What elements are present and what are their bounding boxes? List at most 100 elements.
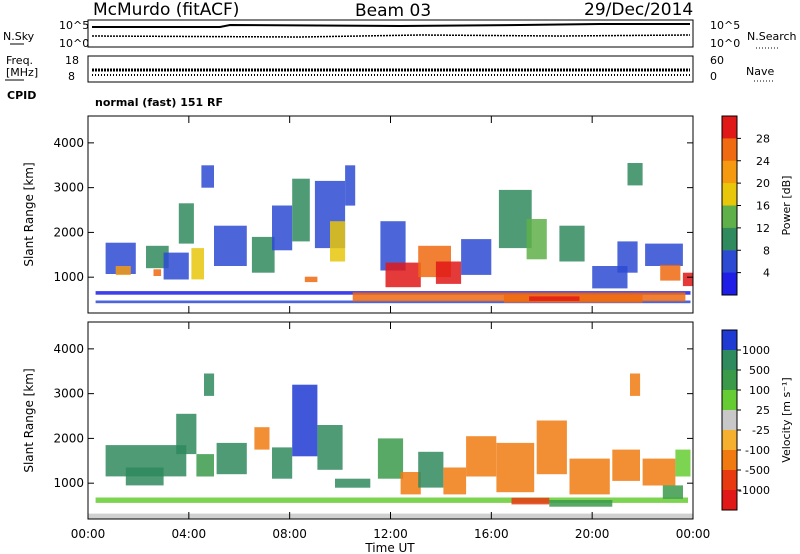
velocity-colorbar-segment: [722, 410, 737, 431]
power-cell: [163, 252, 189, 280]
velocity-cell: [466, 436, 497, 477]
velocity-cell: [125, 467, 164, 486]
power-cell: [526, 219, 547, 260]
freq-unit-label: [MHz]: [6, 66, 39, 79]
velocity-cell: [418, 451, 444, 488]
velocity-colorbar-segment: [722, 330, 737, 351]
velocity-cell: [630, 373, 641, 396]
power-cell: [435, 261, 462, 284]
power-cell: [178, 203, 194, 244]
power-cell: [627, 163, 643, 186]
xtick-label: 20:00: [575, 527, 610, 541]
cpid-label: CPID: [7, 89, 37, 102]
nave-tick-top: 60: [710, 54, 724, 67]
nsearch-tick-bottom: 10^0: [710, 37, 741, 50]
power-colorbar-segment: [722, 183, 737, 206]
velocity-ylabel: Slant Range [km]: [22, 368, 36, 472]
velocity-cell: [377, 438, 404, 479]
velocity-cell: [549, 500, 613, 507]
power-cell: [385, 262, 421, 288]
velocity-cell: [254, 427, 270, 450]
velocity-colorbar-label: -1000: [738, 484, 770, 497]
velocity-colorbar-label: -500: [745, 464, 770, 477]
velocity-colorbar-segment: [722, 390, 737, 411]
velocity-cell: [176, 413, 197, 455]
power-colorbar-label: 4: [763, 267, 770, 280]
velocity-colorbar-label: 1000: [742, 344, 770, 357]
freq-strip-frame: [87, 55, 694, 83]
velocity-colorbar-segment: [722, 370, 737, 391]
nsearch-tick-top: 10^5: [710, 19, 741, 32]
station-title: McMurdo (fitACF): [93, 0, 240, 20]
velocity-cell: [204, 373, 215, 396]
power-colorbar-label: 24: [756, 155, 770, 168]
velocity-colorbar-label: 25: [756, 404, 770, 417]
power-cell: [251, 236, 275, 273]
velocity-ytick-label: 3000: [53, 387, 84, 401]
nsearch-trace: [91, 34, 691, 38]
velocity-cell: [612, 449, 640, 481]
nsky-label: N.Sky: [3, 30, 35, 43]
nave-label: Nave: [746, 65, 775, 78]
power-cell: [660, 264, 681, 281]
power-ytick-label: 3000: [53, 181, 84, 195]
velocity-cell: [335, 478, 371, 488]
freq-tick-top: 18: [65, 54, 79, 67]
power-cell: [645, 243, 683, 266]
nsearch-label: N.Search: [747, 30, 797, 43]
power-ytick-label: 4000: [53, 136, 84, 150]
power-colorbar-label: 20: [756, 177, 770, 190]
power-cell: [461, 239, 492, 275]
velocity-colorbar-segment: [722, 490, 737, 511]
power-cell: [330, 221, 346, 262]
power-colorbar-title: Power [dB]: [780, 176, 793, 236]
xtick-label: 12:00: [373, 527, 408, 541]
velocity-cell: [675, 449, 691, 477]
velocity-cell: [569, 458, 610, 495]
power-colorbar-segment: [722, 250, 737, 273]
power-cell: [201, 165, 214, 188]
velocity-colorbar-segment: [722, 450, 737, 471]
velocity-cell: [443, 467, 467, 495]
velocity-colorbar-title: Velocity [m s⁻¹]: [780, 377, 793, 462]
velocity-colorbar-label: -100: [745, 444, 770, 457]
power-colorbar-segment: [722, 138, 737, 162]
power-cell: [191, 248, 204, 280]
power-cell: [292, 178, 310, 242]
nsky-tick-top: 10^5: [59, 19, 90, 32]
power-colorbar-label: 16: [756, 200, 770, 213]
velocity-cell: [400, 472, 421, 495]
xtick-label: 08:00: [272, 527, 307, 541]
freq-label: Freq.: [6, 54, 34, 67]
power-cell: [304, 276, 318, 283]
velocity-colorbar-segment: [722, 470, 737, 491]
velocity-cell: [662, 485, 683, 499]
power-colorbar-segment: [722, 116, 737, 139]
freq-tick-bottom: 8: [68, 70, 75, 83]
velocity-cell: [216, 442, 247, 475]
velocity-cell: [95, 497, 689, 503]
power-colorbar-label: 12: [756, 222, 770, 235]
velocity-cell: [196, 454, 214, 477]
power-cell: [617, 241, 638, 273]
velocity-colorbar-label: 500: [749, 364, 770, 377]
velocity-colorbar-label: 100: [749, 384, 770, 397]
power-colorbar-label: 8: [763, 244, 770, 257]
velocity-cell: [317, 425, 343, 470]
xtick-label: 00:00: [676, 527, 711, 541]
power-ytick-label: 1000: [53, 270, 84, 284]
power-ytick-label: 2000: [53, 225, 84, 239]
date-title: 29/Dec/2014: [584, 0, 694, 20]
colorbars: 4 8 12 16 20 24 28 Power [dB] 1000 500 100 25 -25 -10…: [721, 115, 793, 511]
xlabel: Time UT: [364, 541, 415, 554]
nsky-strip-frame: [87, 19, 694, 48]
velocity-ytick-label: 4000: [53, 342, 84, 356]
power-cell: [153, 269, 162, 276]
velocity-colorbar-frame: [721, 329, 738, 511]
velocity-panel: 1000 2000 3000 4000 Slant Range [km] 00:00 04:…: [22, 321, 711, 554]
velocity-cell: [511, 497, 550, 505]
power-cell: [146, 245, 169, 269]
power-colorbar-label: 28: [756, 132, 770, 145]
nsky-trace: [92, 23, 690, 28]
